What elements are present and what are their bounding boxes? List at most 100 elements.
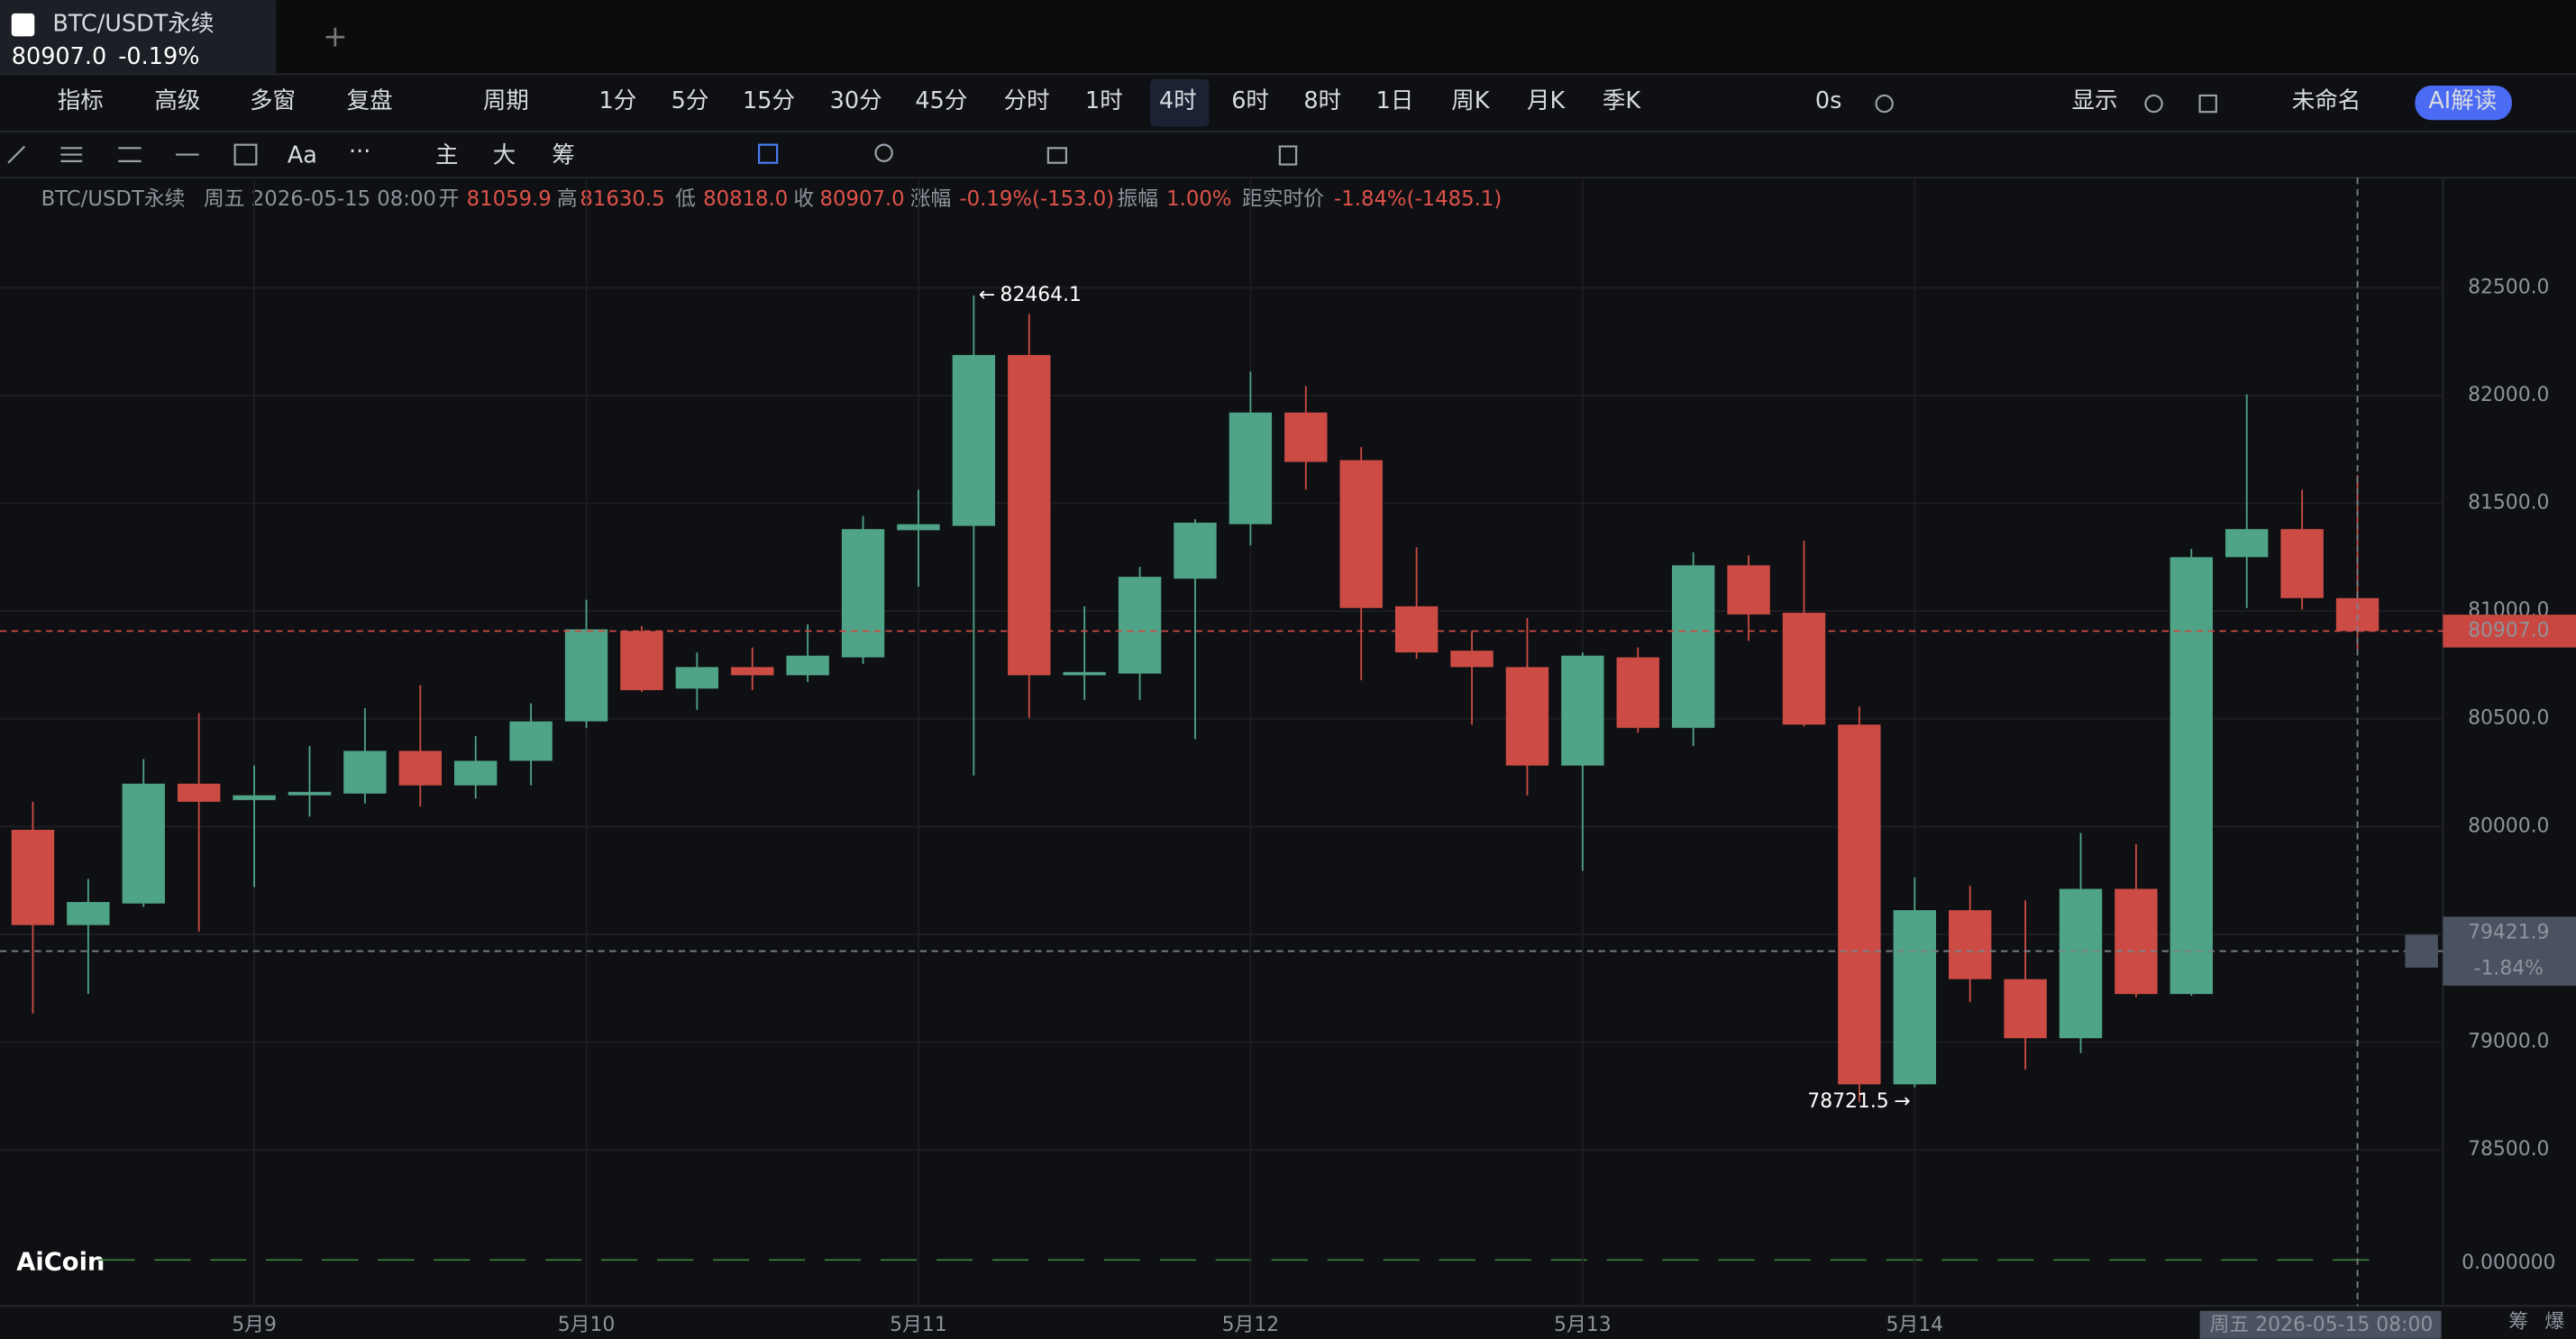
period-button[interactable]: 周期 — [483, 87, 529, 114]
interval-button[interactable]: 45分 — [915, 87, 967, 114]
crosshair-plus[interactable] — [2405, 934, 2438, 968]
interval-button[interactable]: 30分 — [830, 87, 882, 114]
marker-tool[interactable]: 大 — [493, 141, 516, 169]
candle-body — [1394, 606, 1439, 653]
y-tick-label: 80500.0 — [2468, 707, 2549, 730]
arrow: → — [1894, 1090, 1910, 1113]
tab-symbol: BTC/USDT永续 — [52, 11, 214, 38]
interval-button[interactable]: 6时 — [1231, 87, 1269, 114]
info-value: 80818.0 — [703, 187, 788, 210]
y-tick-label: 82500.0 — [2468, 276, 2549, 298]
crosshair-time: 周五 2026-05-15 08:00 — [2210, 1314, 2434, 1336]
candle-body — [67, 902, 110, 925]
info-value: 81059.9 — [467, 187, 552, 210]
add-tab[interactable]: + — [323, 20, 347, 54]
interval-button[interactable]: 4时 — [1159, 87, 1197, 114]
candle-body — [1838, 724, 1881, 1085]
interval-button[interactable]: 5分 — [671, 87, 709, 114]
interval-button[interactable]: 周K — [1451, 87, 1491, 114]
ohlc-info: BTC/USDT永续 周五 2026-05-15 08:00 开 81059.9 高 81… — [41, 187, 1503, 210]
candle-body — [177, 783, 221, 802]
tab[interactable] — [0, 0, 277, 75]
high-marker: 82464.1 — [1000, 284, 1082, 306]
interval-button[interactable]: 月K — [1527, 87, 1567, 114]
brand-logo: AiCoin — [16, 1248, 105, 1276]
footer-button[interactable]: 爆 — [2544, 1311, 2564, 1334]
marker-tool[interactable]: 筹 — [552, 141, 575, 169]
interval-button[interactable]: 分时 — [1004, 87, 1050, 114]
font-tool[interactable]: Aa — [288, 141, 317, 169]
candle-body — [122, 783, 165, 904]
tab-change: -0.19% — [118, 43, 199, 70]
footer-button[interactable]: 筹 — [2508, 1311, 2528, 1334]
info-value: 80907.0 — [820, 187, 905, 210]
candle-body — [1229, 412, 1273, 524]
toolbar-button[interactable]: 多窗 — [250, 87, 296, 114]
interval-button[interactable]: 8时 — [1303, 87, 1341, 114]
x-tick-label: 5月13 — [1554, 1314, 1612, 1336]
marker-tool[interactable]: 主 — [435, 141, 459, 169]
toolbar-button[interactable]: 显示 — [2071, 87, 2117, 114]
info-label: 开 — [439, 187, 460, 210]
candle-body — [1616, 657, 1659, 728]
candle-body — [454, 761, 498, 786]
candle-body — [1339, 460, 1383, 608]
info-value: 1.00% — [1166, 187, 1231, 210]
toolbar-button[interactable]: 0s — [1815, 87, 1842, 114]
candle-body — [897, 524, 940, 531]
candle-body — [288, 791, 332, 796]
y-tick-label: 78500.0 — [2468, 1138, 2549, 1161]
interval-button[interactable]: 1分 — [598, 87, 636, 114]
candle-body — [11, 829, 55, 925]
candle-body — [1008, 354, 1051, 676]
candle-body — [2280, 529, 2324, 598]
ai-button-bg[interactable] — [2415, 86, 2512, 121]
logo — [11, 13, 35, 37]
candle-body — [1450, 651, 1494, 668]
tab-price: 80907.0 — [12, 43, 106, 70]
y-tick-label: 79000.0 — [2468, 1030, 2549, 1052]
interval-button[interactable]: 季K — [1603, 87, 1642, 114]
x-tick-label: 5月9 — [232, 1314, 277, 1336]
info-value: -1.84%(-1485.1) — [1334, 187, 1502, 210]
info-label: 振幅 — [1117, 187, 1158, 210]
x-tick-label: 5月10 — [558, 1314, 616, 1336]
info-label: 距实时价 — [1242, 187, 1324, 210]
info-symbol: BTC/USDT永续 — [41, 187, 186, 210]
more-tools[interactable]: ··· — [349, 139, 370, 166]
toolbar-button[interactable]: 指标 — [58, 87, 104, 114]
candle-body — [564, 629, 608, 722]
interval-button[interactable]: 1时 — [1085, 87, 1123, 114]
info-label: 低 — [675, 187, 696, 210]
candle-body — [1505, 667, 1549, 766]
toolbar-button[interactable]: 未命名 — [2292, 87, 2361, 114]
candle-body — [1561, 655, 1604, 766]
x-tick-label: 5月12 — [1222, 1314, 1280, 1336]
crosshair-tag — [2443, 916, 2576, 986]
toolbar-button[interactable]: 高级 — [154, 87, 200, 114]
toolbar-button[interactable]: AI解读 — [2428, 87, 2497, 114]
interval-button[interactable]: 1日 — [1376, 87, 1414, 114]
info-value: 81630.5 — [580, 187, 664, 210]
candle-body — [675, 667, 719, 689]
last-price-tag — [2443, 615, 2576, 648]
candle-body — [2225, 529, 2269, 558]
info-label: 收 — [793, 187, 814, 210]
candle-body — [2170, 557, 2214, 995]
active-interval-bg — [1149, 78, 1210, 127]
toolbar-button[interactable]: 复盘 — [347, 87, 393, 114]
candle-body — [1174, 523, 1217, 579]
crosshair-time-tag — [2199, 1310, 2442, 1339]
candle-body — [2004, 979, 2047, 1039]
tool-icons — [7, 94, 2217, 166]
crosshair-change: -1.84% — [2474, 958, 2544, 980]
interval-button[interactable]: 15分 — [743, 87, 795, 114]
arrow: ← — [979, 284, 995, 306]
candle-body — [1118, 577, 1162, 674]
candle-body — [343, 751, 387, 794]
candle-body — [952, 354, 996, 526]
x-tick-label: 5月11 — [890, 1314, 947, 1336]
candle-body — [1063, 671, 1106, 676]
